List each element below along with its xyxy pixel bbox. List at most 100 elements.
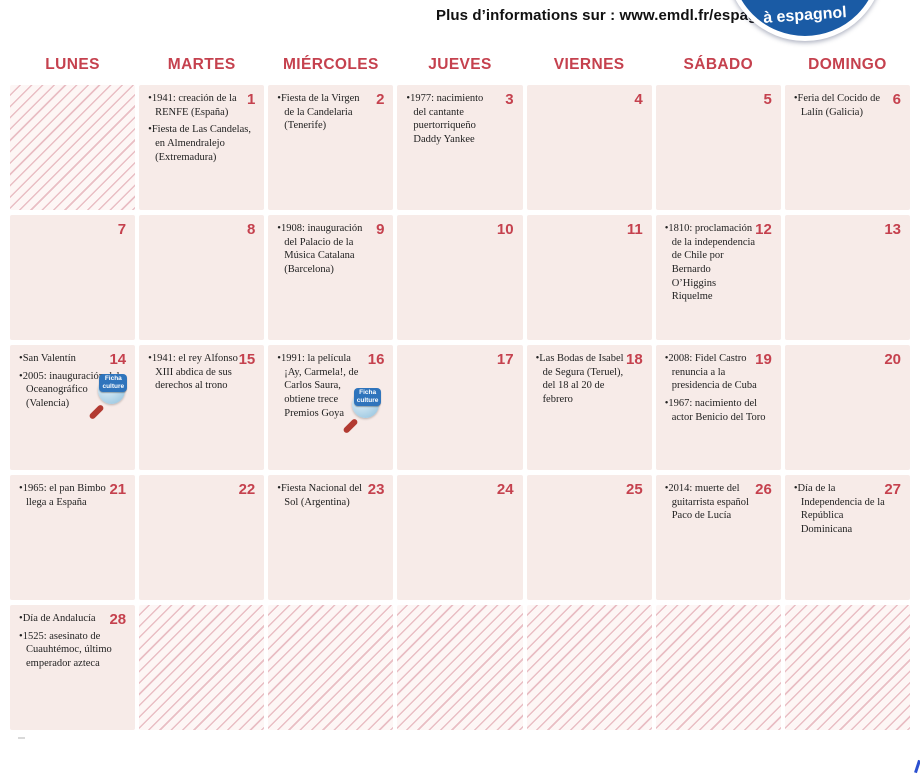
day-number: 12 <box>755 221 772 238</box>
day-number: 4 <box>634 91 643 108</box>
event-list: Día de la Independencia de la República … <box>785 475 910 537</box>
day-number: 25 <box>626 481 643 498</box>
day-number: 21 <box>109 481 127 498</box>
event-list: Feria del Cocido de Lalín (Galicia) <box>785 85 910 119</box>
info-url-text: Plus d’informations sur : www.emdl.fr/es… <box>436 7 781 24</box>
day-number: 24 <box>496 481 514 498</box>
day-number: 5 <box>763 91 772 108</box>
day-number: 28 <box>109 611 127 628</box>
day-number: 23 <box>367 481 385 498</box>
calendar-cell-day-23: 23Fiesta Nacional del Sol (Argentina) <box>268 475 394 600</box>
event-item: Fiesta de Las Candelas, en Almendralejo … <box>148 123 256 164</box>
calendar-cell-empty <box>526 605 652 730</box>
calendar-cell-day-18: 18Las Bodas de Isabel de Segura (Teruel)… <box>526 345 652 470</box>
event-item: 1977: nacimiento del cantante puertorriq… <box>406 92 514 147</box>
day-number: 20 <box>884 351 901 368</box>
ficha-culture-magnifier-icon: Ficha culture <box>87 374 128 421</box>
calendar-cell-day-1: 11941: creación de la RENFE (España) Fies… <box>139 85 265 210</box>
day-number: 9 <box>376 221 385 238</box>
calendar-cell-day-2: 2Fiesta de la Virgen de la Candelaria (T… <box>268 85 394 210</box>
weekday-header-row: LUNES MARTES MIÉRCOLES JUEVES VIERNES SÁBADO D… <box>10 56 910 74</box>
day-number: 11 <box>626 221 643 238</box>
calendar-cell-day-19: 192008: Fidel Castro renuncia a la presi… <box>655 345 781 470</box>
calendar-cell-day-7: 7 <box>10 215 136 340</box>
ficha-label-line2: culture <box>102 382 125 390</box>
event-item: 1965: el pan Bimbo llega a España <box>19 482 127 509</box>
weekday-label-4: JUEVES <box>428 56 492 73</box>
day-number: 6 <box>892 91 901 108</box>
calendar-cell-empty <box>10 85 136 210</box>
calendar-cell-day-16: 161991: la película ¡Ay, Carmela!, de Ca… <box>268 345 394 470</box>
event-item: 1941: creación de la RENFE (España) <box>148 92 256 119</box>
calendar-cell-day-28: 28Día de Andalucía 1525: asesinato de Cua… <box>10 605 136 730</box>
event-item: 1941: el rey Alfonso XIII abdica de sus … <box>148 352 256 393</box>
espagnol-circle-badge: à espagnol <box>726 0 884 41</box>
weekday-label-1: LUNES <box>45 56 100 73</box>
magnifier-handle-icon <box>88 403 105 421</box>
day-number: 2 <box>376 91 385 108</box>
event-item: Día de la Independencia de la República … <box>794 482 902 537</box>
event-item: San Valentín <box>19 352 127 366</box>
calendar-cell-day-11: 11 <box>526 215 652 340</box>
event-list: 1991: la película ¡Ay, Carmela!, de Carl… <box>268 345 393 420</box>
event-item: 2008: Fidel Castro renuncia a la preside… <box>665 352 773 393</box>
calendar-cell-day-5: 5 <box>655 85 781 210</box>
event-list: San Valentín 2005: inauguración del Ocean… <box>10 345 135 411</box>
event-list: Fiesta Nacional del Sol (Argentina) <box>268 475 393 509</box>
ficha-culture-magnifier-icon: Ficha culture <box>341 388 382 435</box>
event-list: 1977: nacimiento del cantante puertorriq… <box>397 85 522 147</box>
calendar-cell-day-17: 17 <box>397 345 523 470</box>
day-number: 27 <box>884 481 901 498</box>
corner-blue-mark <box>914 759 920 774</box>
weekday-label-5: VIERNES <box>553 56 625 73</box>
ficha-culture-label: Ficha culture <box>99 374 128 392</box>
calendar-cell-day-10: 10 <box>397 215 523 340</box>
event-item: 1810: proclamación de la independencia d… <box>665 222 773 304</box>
calendar-cell-day-15: 151941: el rey Alfonso XIII abdica de su… <box>139 345 265 470</box>
calendar-cell-day-27: 27Día de la Independencia de la Repúblic… <box>784 475 910 600</box>
day-number: 16 <box>367 351 385 368</box>
event-item: Feria del Cocido de Lalín (Galicia) <box>794 92 902 119</box>
day-number: 1 <box>246 91 256 108</box>
ficha-label-line2: culture <box>356 396 379 404</box>
calendar-cell-day-22: 22 <box>139 475 265 600</box>
event-item: 1525: asesinato de Cuauhtémoc, último em… <box>19 630 127 671</box>
event-list: 2008: Fidel Castro renuncia a la preside… <box>656 345 781 424</box>
calendar-cell-day-4: 4 <box>526 85 652 210</box>
calendar-cell-day-24: 24 <box>397 475 523 600</box>
calendar-cell-empty <box>655 605 781 730</box>
event-item: 2005: inauguración del Oceanográfico (Va… <box>19 370 127 411</box>
event-list: Las Bodas de Isabel de Segura (Teruel), … <box>527 345 652 407</box>
ficha-label-line1: Ficha <box>104 375 122 382</box>
event-list: 1941: el rey Alfonso XIII abdica de sus … <box>139 345 264 393</box>
weekday-label-7: DOMINGO <box>808 56 887 73</box>
day-number: 14 <box>109 351 127 368</box>
day-number: 19 <box>755 351 772 368</box>
event-list: Fiesta de la Virgen de la Candelaria (Te… <box>268 85 393 133</box>
calendar-grid: 11941: creación de la RENFE (España) Fies… <box>10 85 910 730</box>
event-list: 2014: muerte del guitarrista español Pac… <box>656 475 781 523</box>
magnifier-handle-icon <box>342 417 360 435</box>
event-item: Fiesta de la Virgen de la Candelaria (Te… <box>277 92 385 133</box>
calendar-cell-day-26: 262014: muerte del guitarrista español P… <box>655 475 781 600</box>
weekday-label-2: MARTES <box>167 56 236 73</box>
calendar-cell-day-14: 14San Valentín 2005: inauguración del Oce… <box>10 345 136 470</box>
calendar-cell-day-9: 91908: inauguración del Palacio de la Mú… <box>268 215 394 340</box>
calendar-cell-day-21: 211965: el pan Bimbo llega a España <box>10 475 136 600</box>
event-item: 1908: inauguración del Palacio de la Mús… <box>277 222 385 277</box>
ficha-culture-label: Ficha culture <box>353 388 382 406</box>
day-number: 26 <box>755 481 772 498</box>
weekday-label-3: MIÉRCOLES <box>282 56 379 73</box>
calendar-cell-empty <box>397 605 523 730</box>
calendar-cell-day-20: 20 <box>784 345 910 470</box>
event-list: 1908: inauguración del Palacio de la Mús… <box>268 215 393 277</box>
event-item: 2014: muerte del guitarrista español Pac… <box>665 482 773 523</box>
calendar-cell-day-8: 8 <box>139 215 265 340</box>
day-number: 8 <box>246 221 256 238</box>
calendar-cell-day-13: 13 <box>784 215 910 340</box>
calendar-cell-day-6: 6Feria del Cocido de Lalín (Galicia) <box>784 85 910 210</box>
event-item: 1991: la película ¡Ay, Carmela!, de Carl… <box>277 352 385 420</box>
event-list: 1941: creación de la RENFE (España) Fiest… <box>139 85 264 164</box>
day-number: 22 <box>238 481 256 498</box>
day-number: 18 <box>626 351 643 368</box>
